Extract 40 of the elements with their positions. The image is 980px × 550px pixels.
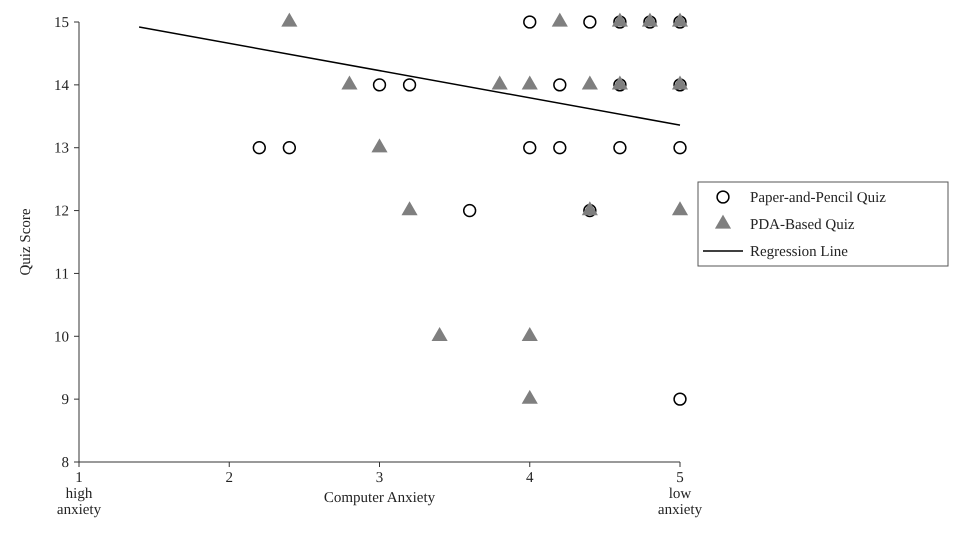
legend-label: PDA-Based Quiz (750, 217, 855, 233)
point (372, 138, 388, 152)
y-tick-label: 9 (62, 392, 69, 408)
point (673, 141, 687, 154)
point (613, 141, 627, 154)
x-tick-label: 1 high anxiety (56, 470, 102, 518)
point (252, 141, 266, 154)
point (523, 141, 536, 154)
point (342, 76, 358, 90)
point (522, 327, 538, 341)
x-tick-label: 3 (376, 470, 384, 486)
point (522, 390, 538, 404)
y-tick-label: 11 (54, 266, 69, 282)
point (522, 76, 538, 90)
point (432, 327, 448, 341)
point (372, 78, 386, 92)
x-tick-label: 4 (526, 470, 534, 486)
point (582, 76, 598, 90)
point (583, 15, 597, 29)
y-tick-label: 14 (54, 78, 70, 94)
legend-label: Regression Line (750, 244, 848, 260)
point (672, 202, 688, 216)
x-axis-title: Computer Anxiety (324, 490, 436, 506)
y-tick-label: 8 (62, 455, 69, 471)
legend-label: Paper-and-Pencil Quiz (750, 190, 886, 206)
point (282, 141, 296, 154)
point (553, 78, 566, 92)
y-tick-label: 15 (54, 15, 69, 31)
x-tick-label: 5 low anxiety (658, 470, 703, 518)
y-tick-label: 13 (54, 140, 69, 157)
point (492, 76, 508, 90)
point (523, 15, 536, 29)
x-tick-label: 2 (226, 470, 233, 486)
point (402, 202, 418, 216)
y-tick-label: 12 (54, 204, 69, 220)
point (553, 141, 566, 154)
point (402, 78, 416, 92)
y-axis-title: Quiz Score (18, 208, 34, 276)
point (462, 204, 476, 218)
y-tick-label: 10 (54, 329, 69, 346)
